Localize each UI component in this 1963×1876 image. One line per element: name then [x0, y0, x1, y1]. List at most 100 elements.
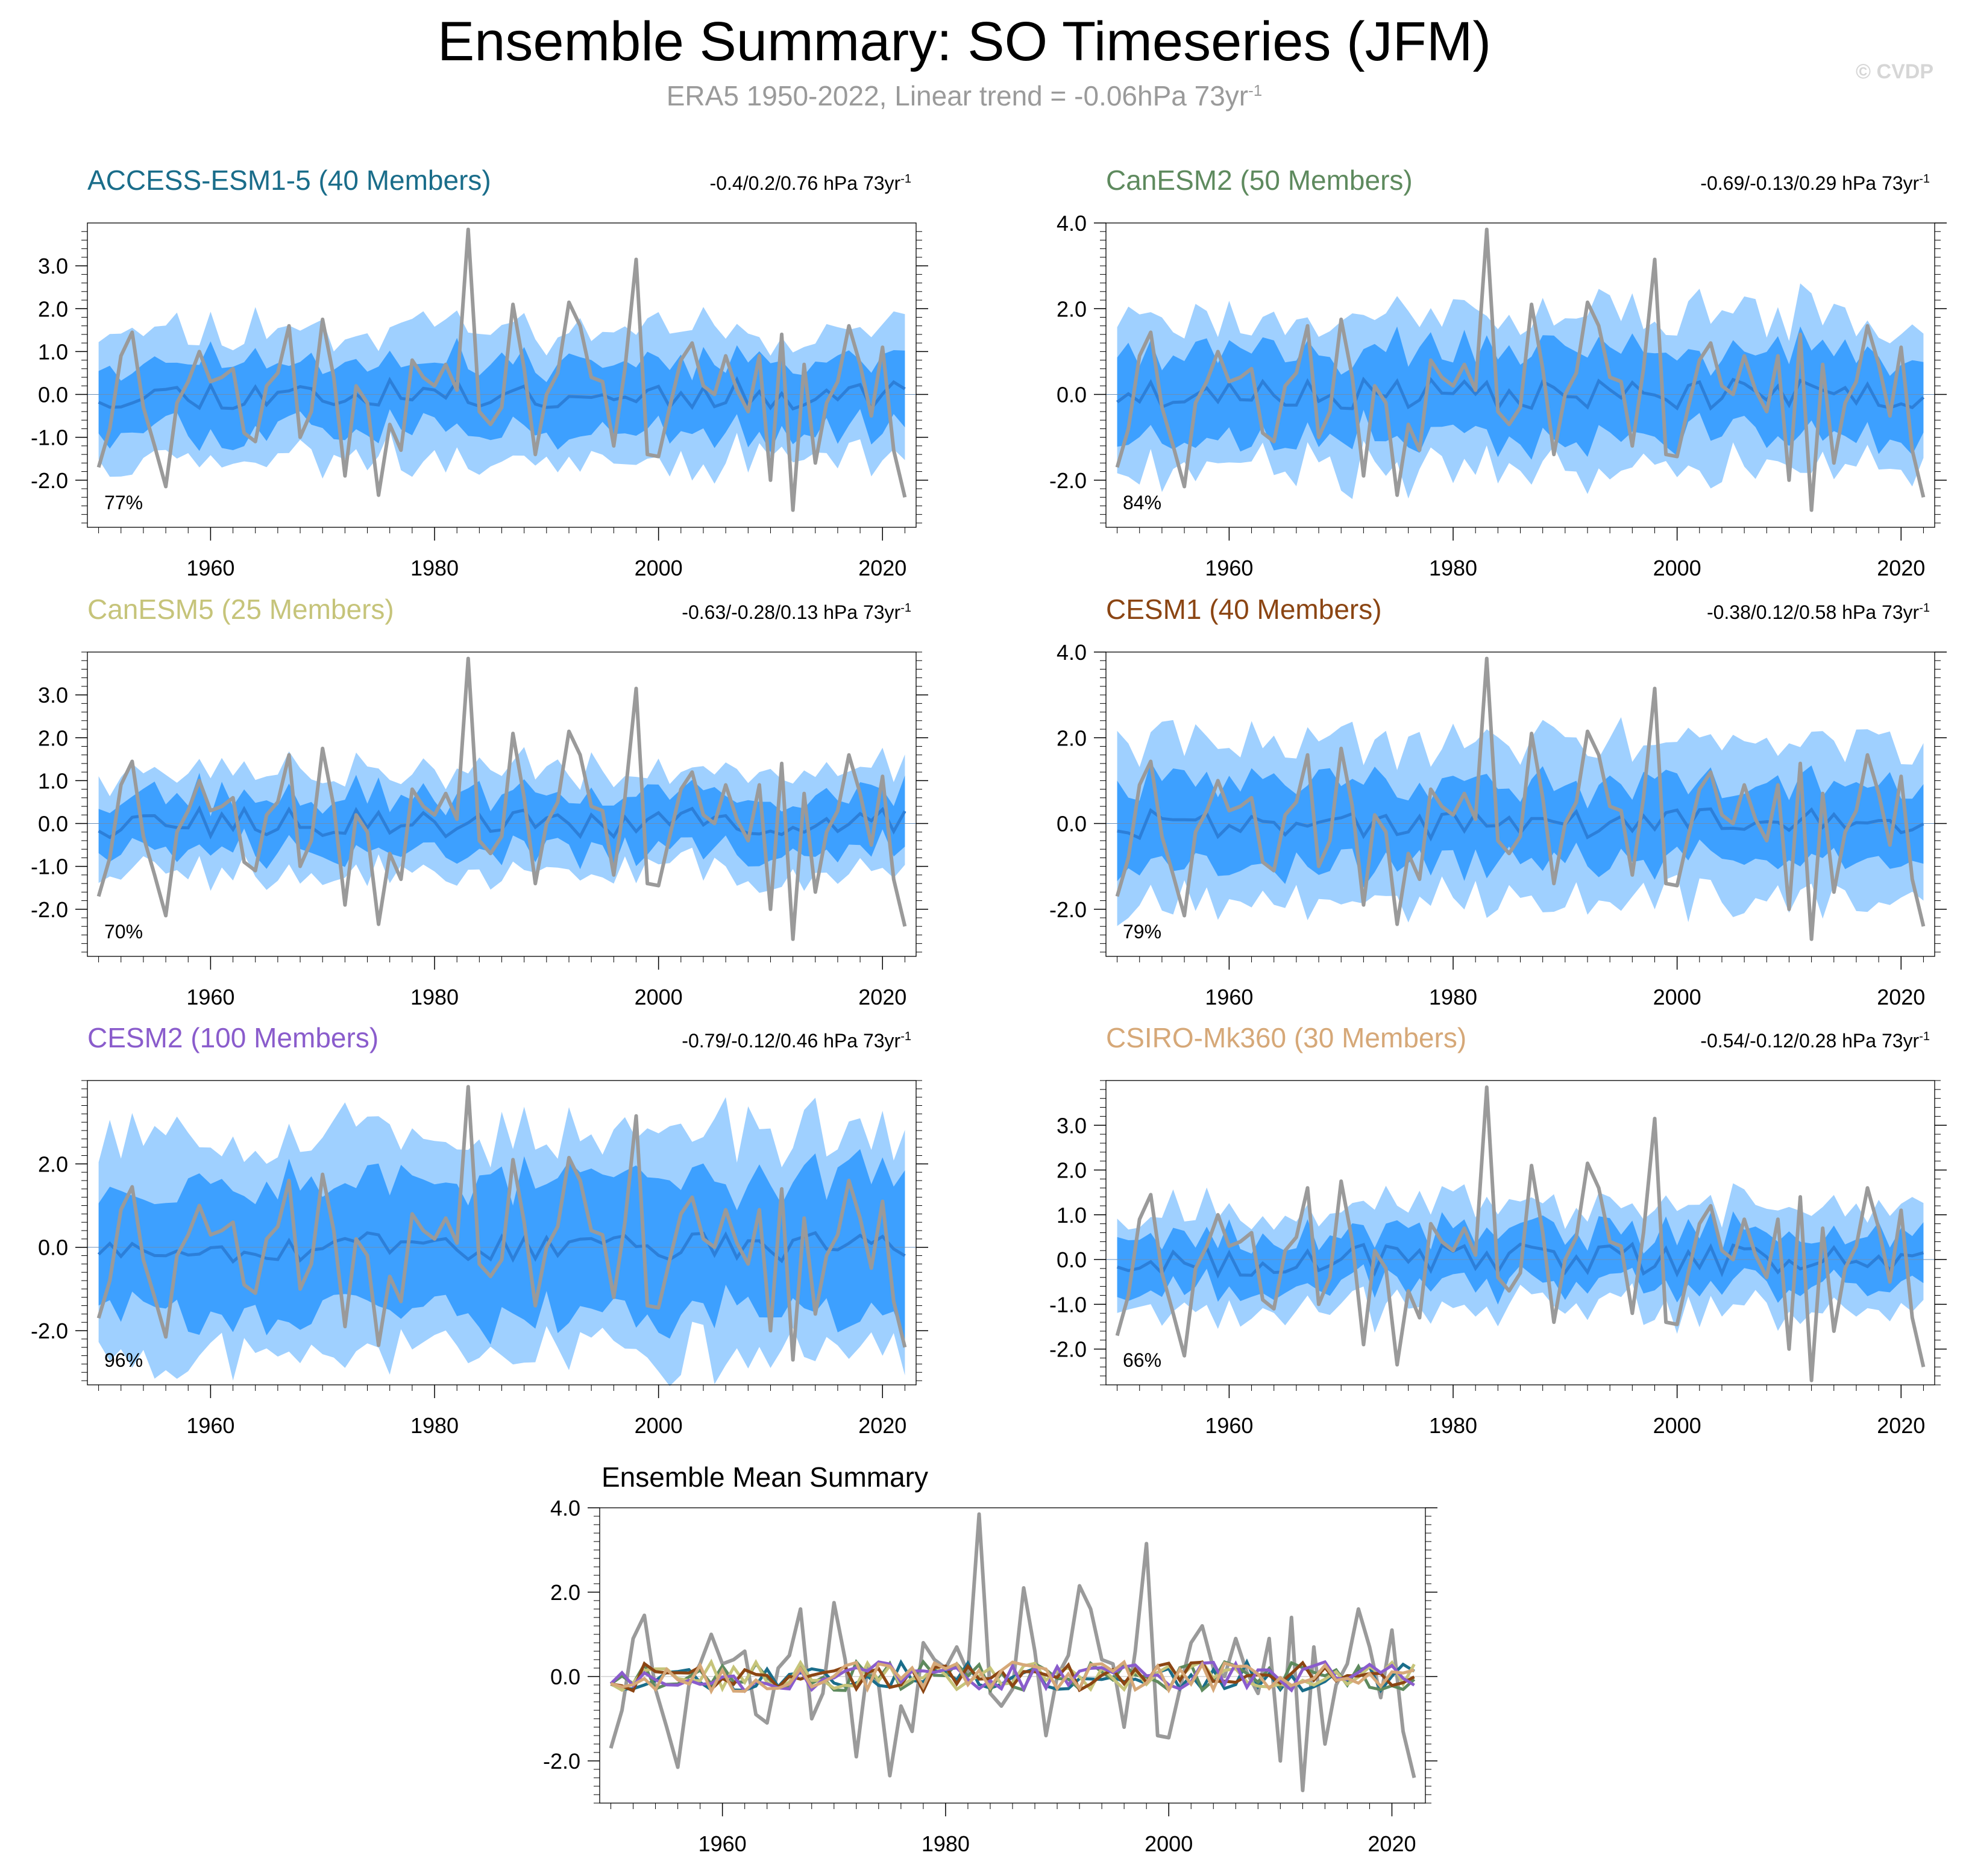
- observations-line: [1115, 227, 1926, 512]
- panel-1-y-tick-label: -1.0: [31, 425, 68, 450]
- panel-1-y-tick-label: 3.0: [38, 254, 68, 278]
- panel-3-y-tick-label: 0.0: [38, 812, 68, 836]
- panel-trend-range-superscript: -1: [900, 601, 911, 615]
- panel-6-y-tick-label: 2.0: [1057, 1158, 1087, 1183]
- panel-1-y-tick-label: 0.0: [38, 383, 68, 407]
- panel-4-y-tick-label: -2.0: [1049, 897, 1087, 922]
- panel-trend-range-superscript: -1: [1919, 172, 1930, 186]
- panel-5-y-tick-label: 2.0: [38, 1152, 68, 1176]
- panel-2-x-tick-label: 1980: [1429, 556, 1477, 580]
- observations-line: [1115, 656, 1926, 941]
- ensemble-mean-summary-panel: -2.0 0.0 2.0 4.0 1960 1980 2000 2020 Ensemble Me…: [543, 1461, 1437, 1856]
- observations-line: [96, 656, 907, 941]
- panel-trend-range-text: -0.4/0.2/0.76 hPa 73yr: [710, 172, 901, 194]
- panel-1-y-tick-label: -2.0: [31, 468, 68, 493]
- panel-4-x-tick-label: 1980: [1429, 985, 1477, 1009]
- model-panel-4: -2.0 0.0 2.0 4.0 1960 1980 2000 2020 CESM1 (40 M…: [1049, 594, 1947, 1009]
- panel-title: CanESM5 (25 Members): [87, 594, 394, 625]
- panel-6-y-tick-label: 1.0: [1057, 1203, 1087, 1228]
- panel-percent-label: 79%: [1123, 921, 1161, 943]
- panel-2-x-tick-label: 2000: [1653, 556, 1701, 580]
- panel-2-y-tick-label: 2.0: [1057, 296, 1087, 321]
- panel-3-y-tick-label: -2.0: [31, 897, 68, 922]
- panel-trend-range-text: -0.38/0.12/0.58 hPa 73yr: [1707, 601, 1920, 623]
- panel-title: CSIRO-Mk360 (30 Members): [1106, 1022, 1466, 1053]
- panel-4-x-tick-label: 1960: [1205, 985, 1253, 1009]
- mean-model-line-4: [611, 1660, 1415, 1695]
- ensemble-mean-line: [97, 1231, 906, 1264]
- observations-line: [96, 227, 907, 512]
- panel-trend-range: -0.38/0.12/0.58 hPa 73yr-1: [1707, 601, 1930, 623]
- panel-2-x-tick-label: 1960: [1205, 556, 1253, 580]
- panel-5-x-tick-label: 1980: [410, 1413, 459, 1438]
- panel-3-x-tick-label: 2000: [635, 985, 683, 1009]
- subtitle-superscript: -1: [1248, 81, 1262, 99]
- model-panel-2: -2.0 0.0 2.0 4.0 1960 1980 2000 2020 CanESM2 (50…: [1049, 165, 1947, 580]
- watermark: © CVDP: [1856, 60, 1933, 83]
- panel-title: ACCESS-ESM1-5 (40 Members): [87, 165, 491, 196]
- panel-grid: -2.0 -1.0 0.0 1.0 2.0 3.0 1960 1980 2000 2020 ACCE…: [31, 165, 1947, 1438]
- panel-1-y-tick-label: 2.0: [38, 296, 68, 321]
- panel-1-x-tick-label: 2020: [858, 556, 906, 580]
- mean-y-tick-label: 0.0: [550, 1664, 580, 1689]
- mean-x-tick-label: 1960: [699, 1831, 747, 1856]
- panel-1-x-tick-label: 1980: [410, 556, 459, 580]
- observations-line: [96, 1085, 907, 1362]
- panel-6-x-tick-label: 1960: [1205, 1413, 1253, 1438]
- model-panel-1: -2.0 -1.0 0.0 1.0 2.0 3.0 1960 1980 2000 2020 ACCE…: [31, 165, 928, 580]
- mean-y-tick-label: -2.0: [543, 1749, 580, 1774]
- panel-4-y-tick-label: 4.0: [1057, 640, 1087, 665]
- panel-title: CanESM2 (50 Members): [1106, 165, 1413, 196]
- model-panel-6: -2.0 -1.0 0.0 1.0 2.0 3.0 1960 1980 2000 2020 CSIR…: [1049, 1022, 1947, 1438]
- panel-trend-range-superscript: -1: [900, 1030, 911, 1043]
- panel-2-y-tick-label: 4.0: [1057, 211, 1087, 236]
- panel-3-x-tick-label: 1980: [410, 985, 459, 1009]
- mean-y-tick-label: 2.0: [550, 1580, 580, 1605]
- panel-trend-range: -0.54/-0.12/0.28 hPa 73yr-1: [1700, 1030, 1930, 1052]
- mean-x-tick-label: 1980: [922, 1831, 970, 1856]
- mean-model-line-6: [610, 1659, 1415, 1695]
- panel-trend-range-superscript: -1: [900, 172, 911, 186]
- model-panel-5: -2.0 0.0 2.0 1960 1980 2000 2020 CESM2 (100 Mem…: [31, 1022, 928, 1438]
- panel-6-x-tick-label: 2020: [1877, 1413, 1925, 1438]
- panel-5-y-tick-label: 0.0: [38, 1235, 68, 1260]
- panel-5-x-tick-label: 1960: [186, 1413, 234, 1438]
- observations-line: [1115, 1085, 1926, 1382]
- panel-1-x-tick-label: 1960: [186, 556, 234, 580]
- panel-2-y-tick-label: -2.0: [1049, 468, 1087, 493]
- panel-trend-range-text: -0.54/-0.12/0.28 hPa 73yr: [1700, 1030, 1919, 1052]
- panel-2-y-tick-label: 0.0: [1057, 383, 1087, 407]
- panel-trend-range-superscript: -1: [1919, 601, 1930, 615]
- panel-percent-label: 77%: [104, 492, 143, 513]
- mean-observations-line: [609, 1512, 1416, 1792]
- ensemble-mean-line: [1116, 1241, 1924, 1279]
- panel-3-y-tick-label: 2.0: [38, 726, 68, 750]
- panel-percent-label: 84%: [1123, 492, 1161, 513]
- panel-6-x-tick-label: 1980: [1429, 1413, 1477, 1438]
- panel-trend-range: -0.79/-0.12/0.46 hPa 73yr-1: [682, 1030, 911, 1052]
- panel-4-x-tick-label: 2020: [1877, 985, 1925, 1009]
- panel-4-y-tick-label: 0.0: [1057, 812, 1087, 836]
- mean-x-tick-label: 2020: [1368, 1831, 1416, 1856]
- mean-x-tick-label: 2000: [1145, 1831, 1193, 1856]
- panel-trend-range: -0.4/0.2/0.76 hPa 73yr-1: [710, 172, 911, 194]
- mean-panel-title: Ensemble Mean Summary: [601, 1461, 928, 1493]
- panel-6-y-tick-label: -2.0: [1049, 1337, 1087, 1362]
- panel-trend-range-text: -0.79/-0.12/0.46 hPa 73yr: [682, 1030, 900, 1052]
- panel-4-y-tick-label: 2.0: [1057, 726, 1087, 750]
- panel-2-x-tick-label: 2020: [1877, 556, 1925, 580]
- panel-title: CESM2 (100 Members): [87, 1022, 378, 1053]
- subtitle-text: ERA5 1950-2022, Linear trend = -0.06hPa …: [667, 80, 1248, 111]
- panel-6-y-tick-label: -1.0: [1049, 1292, 1087, 1317]
- panel-5-x-tick-label: 2000: [635, 1413, 683, 1438]
- panel-trend-range: -0.63/-0.28/0.13 hPa 73yr-1: [682, 601, 911, 623]
- panel-3-x-tick-label: 2020: [858, 985, 906, 1009]
- panel-trend-range-superscript: -1: [1919, 1030, 1930, 1043]
- panel-3-x-tick-label: 1960: [186, 985, 234, 1009]
- panel-percent-label: 70%: [104, 921, 143, 943]
- panel-6-y-tick-label: 3.0: [1057, 1113, 1087, 1138]
- panel-trend-range-text: -0.63/-0.28/0.13 hPa 73yr: [682, 601, 900, 623]
- panel-3-y-tick-label: 1.0: [38, 768, 68, 793]
- panel-trend-range-text: -0.69/-0.13/0.29 hPa 73yr: [1700, 172, 1919, 194]
